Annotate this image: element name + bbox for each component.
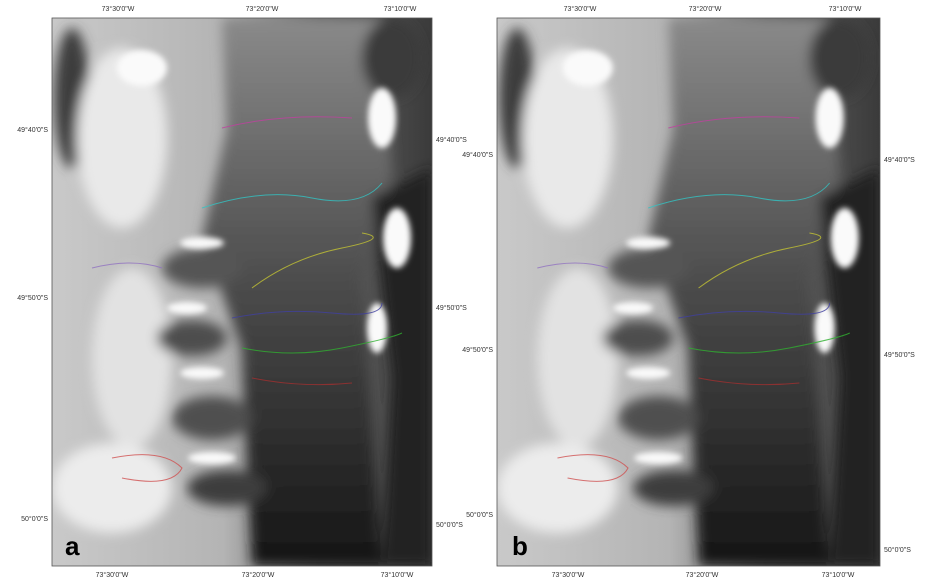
- bottom-coordinate: 73°10'0"W: [381, 571, 414, 579]
- map-panel-a: [51, 17, 433, 567]
- top-coordinate: 73°20'0"W: [246, 5, 279, 13]
- top-coordinate: 73°30'0"W: [564, 5, 597, 13]
- right-coordinate: 50°0'0"S: [436, 521, 463, 529]
- bottom-coordinate: 73°20'0"W: [242, 571, 275, 579]
- right-coordinate: 49°50'0"S: [884, 351, 915, 359]
- right-coordinate: 49°40'0"S: [884, 156, 915, 164]
- right-coordinate: 49°50'0"S: [436, 304, 467, 312]
- left-coordinate: 50°0'0"S: [466, 511, 493, 519]
- left-coordinate: 49°50'0"S: [17, 294, 48, 302]
- top-coordinate: 73°10'0"W: [384, 5, 417, 13]
- panel-letter: a: [65, 531, 80, 561]
- bottom-coordinate: 73°10'0"W: [822, 571, 855, 579]
- map-panel-b: [496, 17, 881, 567]
- right-coordinate: 49°40'0"S: [436, 136, 467, 144]
- right-coordinate: 50°0'0"S: [884, 546, 911, 554]
- bottom-coordinate: 73°20'0"W: [686, 571, 719, 579]
- bottom-coordinate: 73°30'0"W: [96, 571, 129, 579]
- left-coordinate: 49°50'0"S: [462, 346, 493, 354]
- left-coordinate: 49°40'0"S: [17, 126, 48, 134]
- panel-letter: b: [512, 531, 528, 561]
- top-coordinate: 73°10'0"W: [829, 5, 862, 13]
- bottom-coordinate: 73°30'0"W: [552, 571, 585, 579]
- left-coordinate: 50°0'0"S: [21, 515, 48, 523]
- left-coordinate: 49°40'0"S: [462, 151, 493, 159]
- top-coordinate: 73°30'0"W: [102, 5, 135, 13]
- top-coordinate: 73°20'0"W: [689, 5, 722, 13]
